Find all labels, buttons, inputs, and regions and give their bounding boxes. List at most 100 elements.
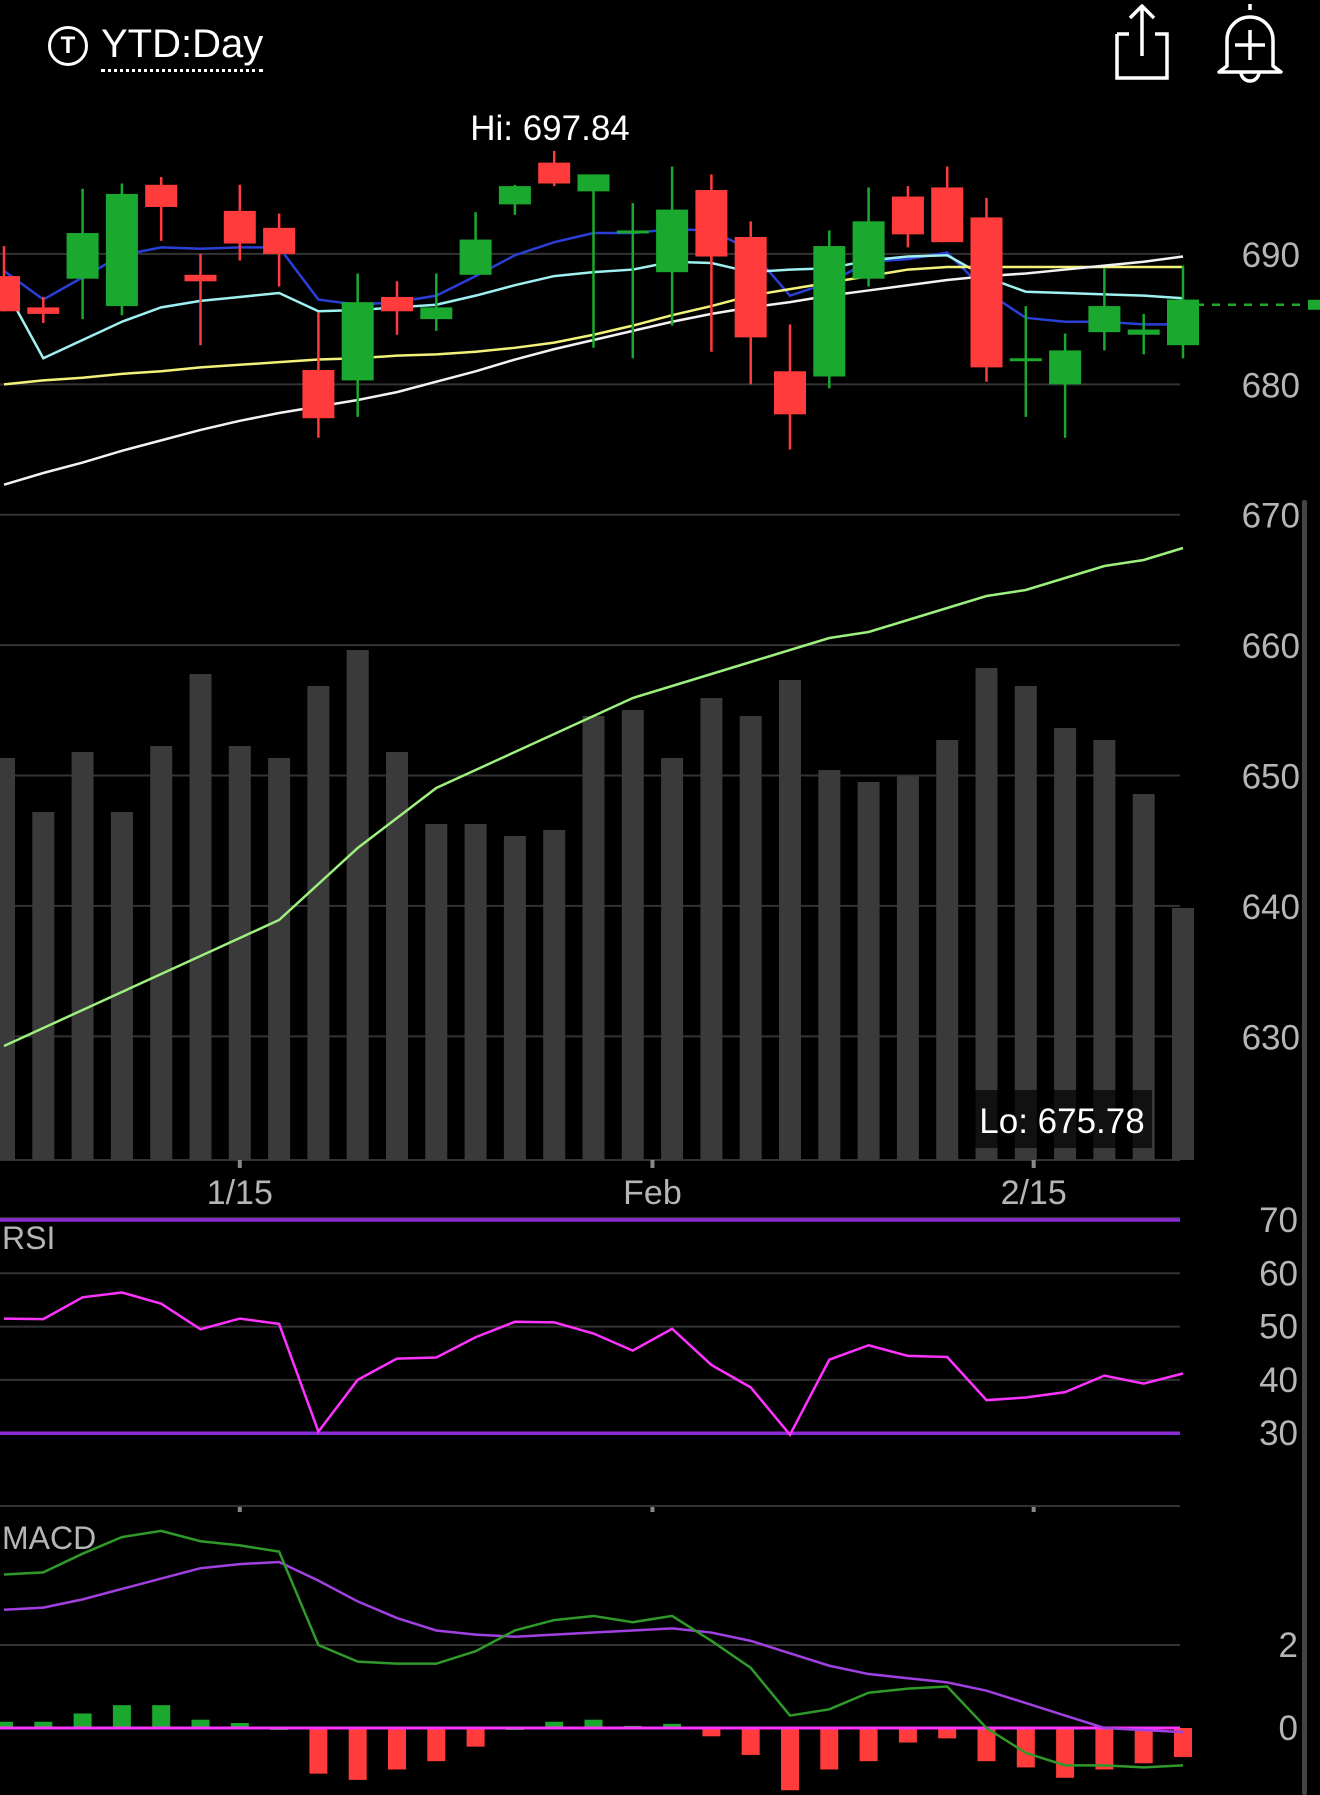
candle-body (1088, 306, 1121, 333)
candle-body (577, 174, 610, 192)
volume-bar (189, 674, 212, 1160)
macd-histogram-bar (820, 1728, 839, 1770)
candle-body (459, 239, 492, 275)
share-button[interactable] (1097, 0, 1187, 90)
candle-body (27, 307, 60, 314)
candle-body (1167, 299, 1199, 346)
volume-bar (464, 824, 487, 1160)
volume-bar (386, 752, 408, 1160)
candle-body (656, 209, 689, 273)
volume-bar (582, 716, 605, 1160)
low-price-label: Lo: 675.78 (979, 1102, 1144, 1141)
add-alert-button[interactable] (1205, 0, 1295, 90)
rsi-title: RSI (2, 1220, 55, 1256)
macd-histogram-bar (545, 1721, 564, 1728)
price-axis-label: 660 (1242, 627, 1300, 666)
macd-histogram-bar (1134, 1728, 1153, 1764)
volume-bar (0, 758, 15, 1160)
macd-histogram-bar (112, 1705, 131, 1728)
timeframe-label[interactable]: YTD:Day (101, 21, 264, 72)
macd-histogram-bar (348, 1728, 367, 1780)
volume-bar (700, 698, 723, 1160)
timeframe-selector[interactable]: T YTD:Day (48, 16, 264, 76)
volume-bar (739, 716, 762, 1160)
macd-histogram-bar (741, 1728, 760, 1755)
candle-body (0, 276, 20, 312)
candle-body (341, 302, 374, 381)
candle-body (302, 369, 335, 419)
price-axis-label: 690 (1242, 236, 1300, 275)
rsi-axis-label: 70 (1259, 1201, 1298, 1240)
volume-bar (425, 824, 448, 1160)
candle-body (66, 233, 99, 279)
candle-body (263, 227, 296, 254)
macd-histogram-bar (898, 1728, 917, 1743)
macd-histogram-bar (938, 1728, 957, 1739)
macd-signal-line (3, 1560, 1184, 1734)
volume-bar (71, 752, 94, 1160)
volume-ma-line (3, 546, 1184, 1048)
volume-bar (621, 710, 644, 1160)
candle-body (105, 193, 138, 307)
rsi-axis-label: 40 (1259, 1361, 1298, 1400)
candle-body (498, 186, 531, 205)
macd-histogram-bar (152, 1705, 171, 1728)
volume-bar (268, 758, 291, 1160)
price-axis-label: 650 (1242, 758, 1300, 797)
price-axis-label: 670 (1242, 497, 1300, 536)
volume-bar (1132, 794, 1155, 1160)
macd-histogram-bar (1056, 1728, 1075, 1778)
macd-histogram-bar (1174, 1728, 1192, 1758)
candle-body (891, 196, 924, 235)
x-axis-label: 1/15 (207, 1174, 273, 1212)
price-axis-label: 640 (1242, 888, 1300, 927)
volume-bar (110, 812, 133, 1160)
macd-histogram-bar (702, 1728, 721, 1737)
candle-body (970, 217, 1003, 368)
rsi-line (3, 1291, 1184, 1438)
scrollbar-track (1302, 500, 1307, 1795)
rsi-axis-label: 60 (1259, 1254, 1298, 1293)
volume-bar (936, 740, 959, 1160)
candle-body (695, 190, 728, 257)
candle-body (931, 187, 964, 243)
price-axis-label: 680 (1242, 366, 1300, 405)
volume-bar (896, 776, 919, 1160)
macd-histogram-bar (859, 1728, 878, 1762)
x-axis-label: 2/15 (1001, 1174, 1067, 1212)
volume-bar (32, 812, 55, 1160)
share-icon (1115, 4, 1169, 80)
candle-body (774, 371, 806, 415)
rsi-axis-label: 30 (1259, 1414, 1298, 1453)
macd-axis-label: 0 (1279, 1709, 1298, 1748)
candle-body (223, 210, 256, 244)
candle-body (1009, 358, 1042, 362)
candle-body (852, 221, 885, 279)
volume-bar (975, 668, 998, 1160)
volume-bar (150, 746, 173, 1160)
candle-body (538, 162, 571, 184)
candle-body (616, 230, 649, 234)
volume-bar (346, 650, 369, 1160)
macd-histogram-bar (427, 1728, 446, 1762)
macd-histogram-bar (191, 1719, 210, 1728)
macd-histogram-bar (466, 1728, 485, 1747)
low-price-label-bg (970, 1090, 1152, 1148)
volume-bar (307, 686, 330, 1160)
volume-bar (1172, 908, 1194, 1160)
macd-histogram-bar (0, 1721, 13, 1728)
volume-bar (857, 782, 880, 1160)
macd-histogram-bar (34, 1721, 53, 1728)
x-axis-label: Feb (623, 1174, 682, 1212)
price-axis-label: 630 (1242, 1018, 1300, 1057)
candle-body (145, 184, 178, 207)
ticker-icon: T (48, 26, 88, 66)
volume-bar (661, 758, 684, 1160)
volume-bar (779, 680, 801, 1160)
macd-histogram-bar (230, 1723, 249, 1728)
macd-line (3, 1529, 1184, 1769)
candle-body (1049, 350, 1082, 385)
candle-body (1127, 329, 1160, 335)
macd-histogram-bar (388, 1728, 406, 1770)
